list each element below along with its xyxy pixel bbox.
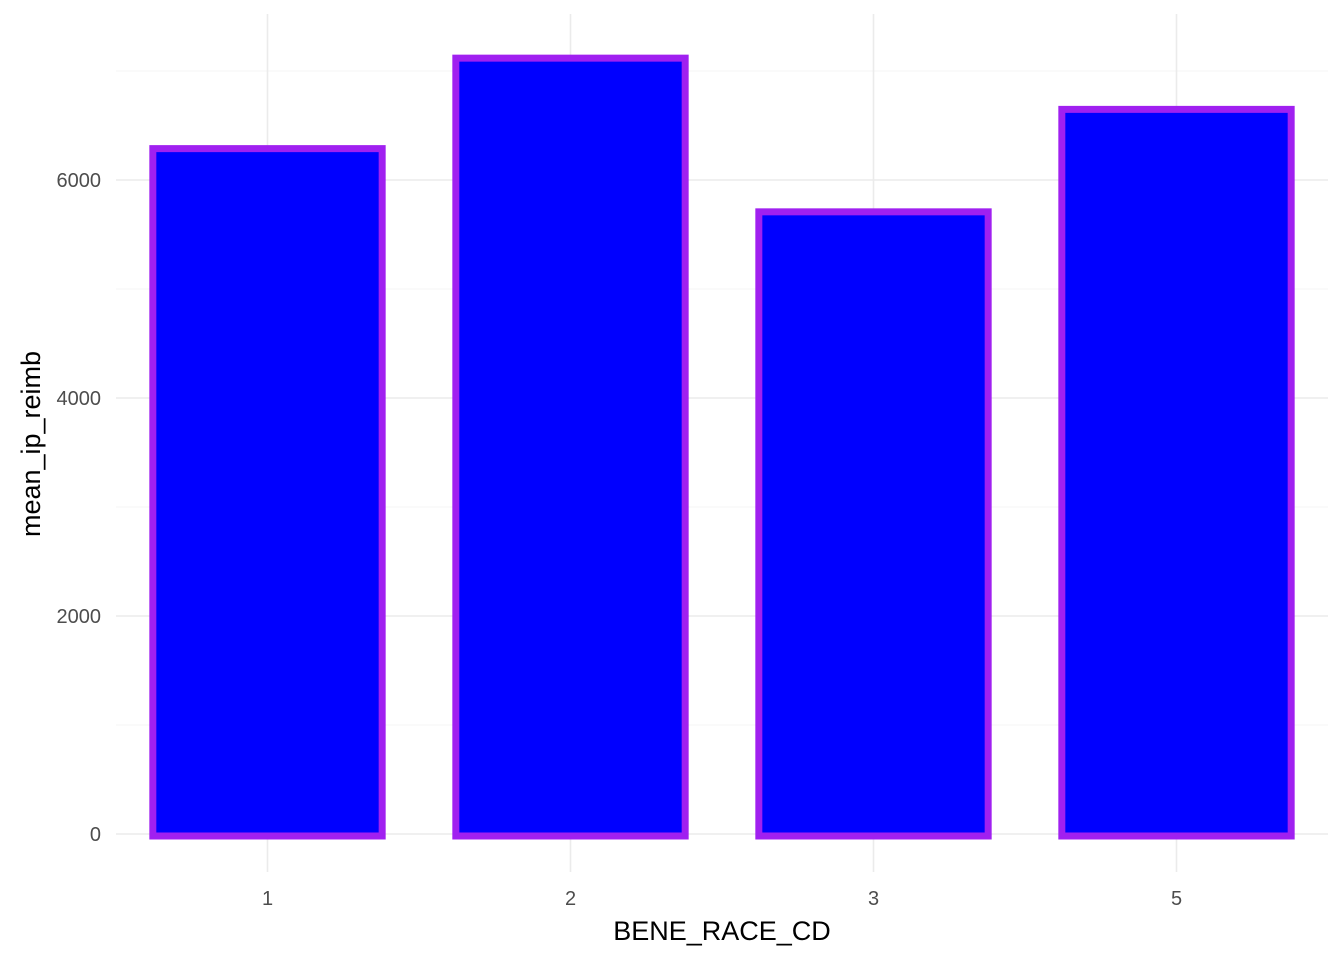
y-axis-title: mean_ip_reimb (16, 351, 46, 537)
y-axis-ticks: 0 2000 4000 6000 (57, 170, 102, 846)
x-tick-label: 5 (1171, 888, 1182, 910)
x-axis-title: BENE_RACE_CD (613, 916, 831, 946)
y-tick-label: 0 (90, 824, 101, 846)
x-tick-label: 1 (262, 888, 273, 910)
x-axis-ticks: 1 2 3 5 (262, 888, 1182, 910)
bar-1 (149, 145, 386, 840)
x-tick-label: 3 (868, 888, 879, 910)
bar-5 (1058, 105, 1295, 840)
bars (149, 54, 1295, 840)
y-tick-label: 6000 (57, 170, 102, 192)
y-tick-label: 2000 (57, 606, 102, 628)
bar-3 (755, 208, 992, 840)
bar-2 (452, 54, 689, 840)
y-tick-label: 4000 (57, 388, 102, 410)
x-tick-label: 2 (565, 888, 576, 910)
